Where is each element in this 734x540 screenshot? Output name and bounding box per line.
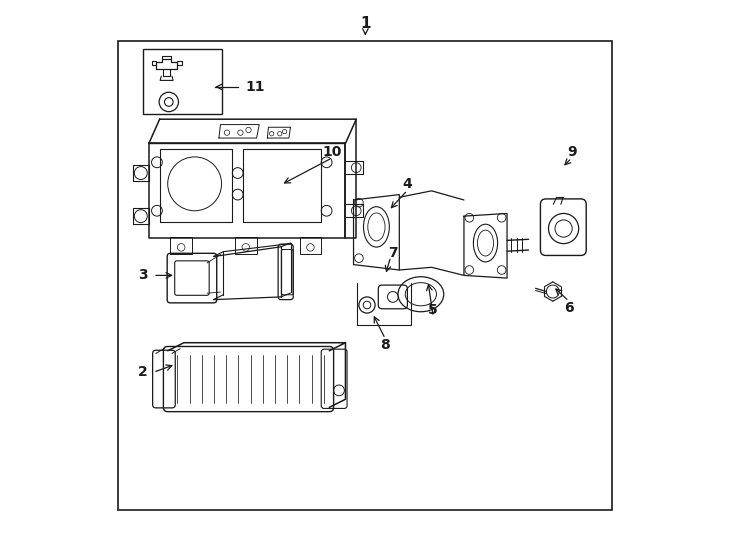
Text: 4: 4	[402, 177, 413, 191]
Text: 5: 5	[429, 303, 438, 318]
Text: 3: 3	[138, 268, 148, 282]
Text: 2: 2	[138, 366, 148, 379]
Text: 1: 1	[360, 16, 371, 31]
Text: 8: 8	[380, 339, 390, 353]
Bar	[299, 237, 321, 254]
Bar	[235, 237, 257, 254]
Text: 6: 6	[564, 301, 574, 315]
Text: 7: 7	[388, 246, 398, 260]
Bar	[143, 49, 222, 114]
Bar	[170, 237, 192, 254]
Bar	[118, 41, 612, 510]
Text: 9: 9	[567, 145, 576, 159]
Text: 11: 11	[246, 80, 265, 94]
Text: 10: 10	[322, 145, 342, 159]
